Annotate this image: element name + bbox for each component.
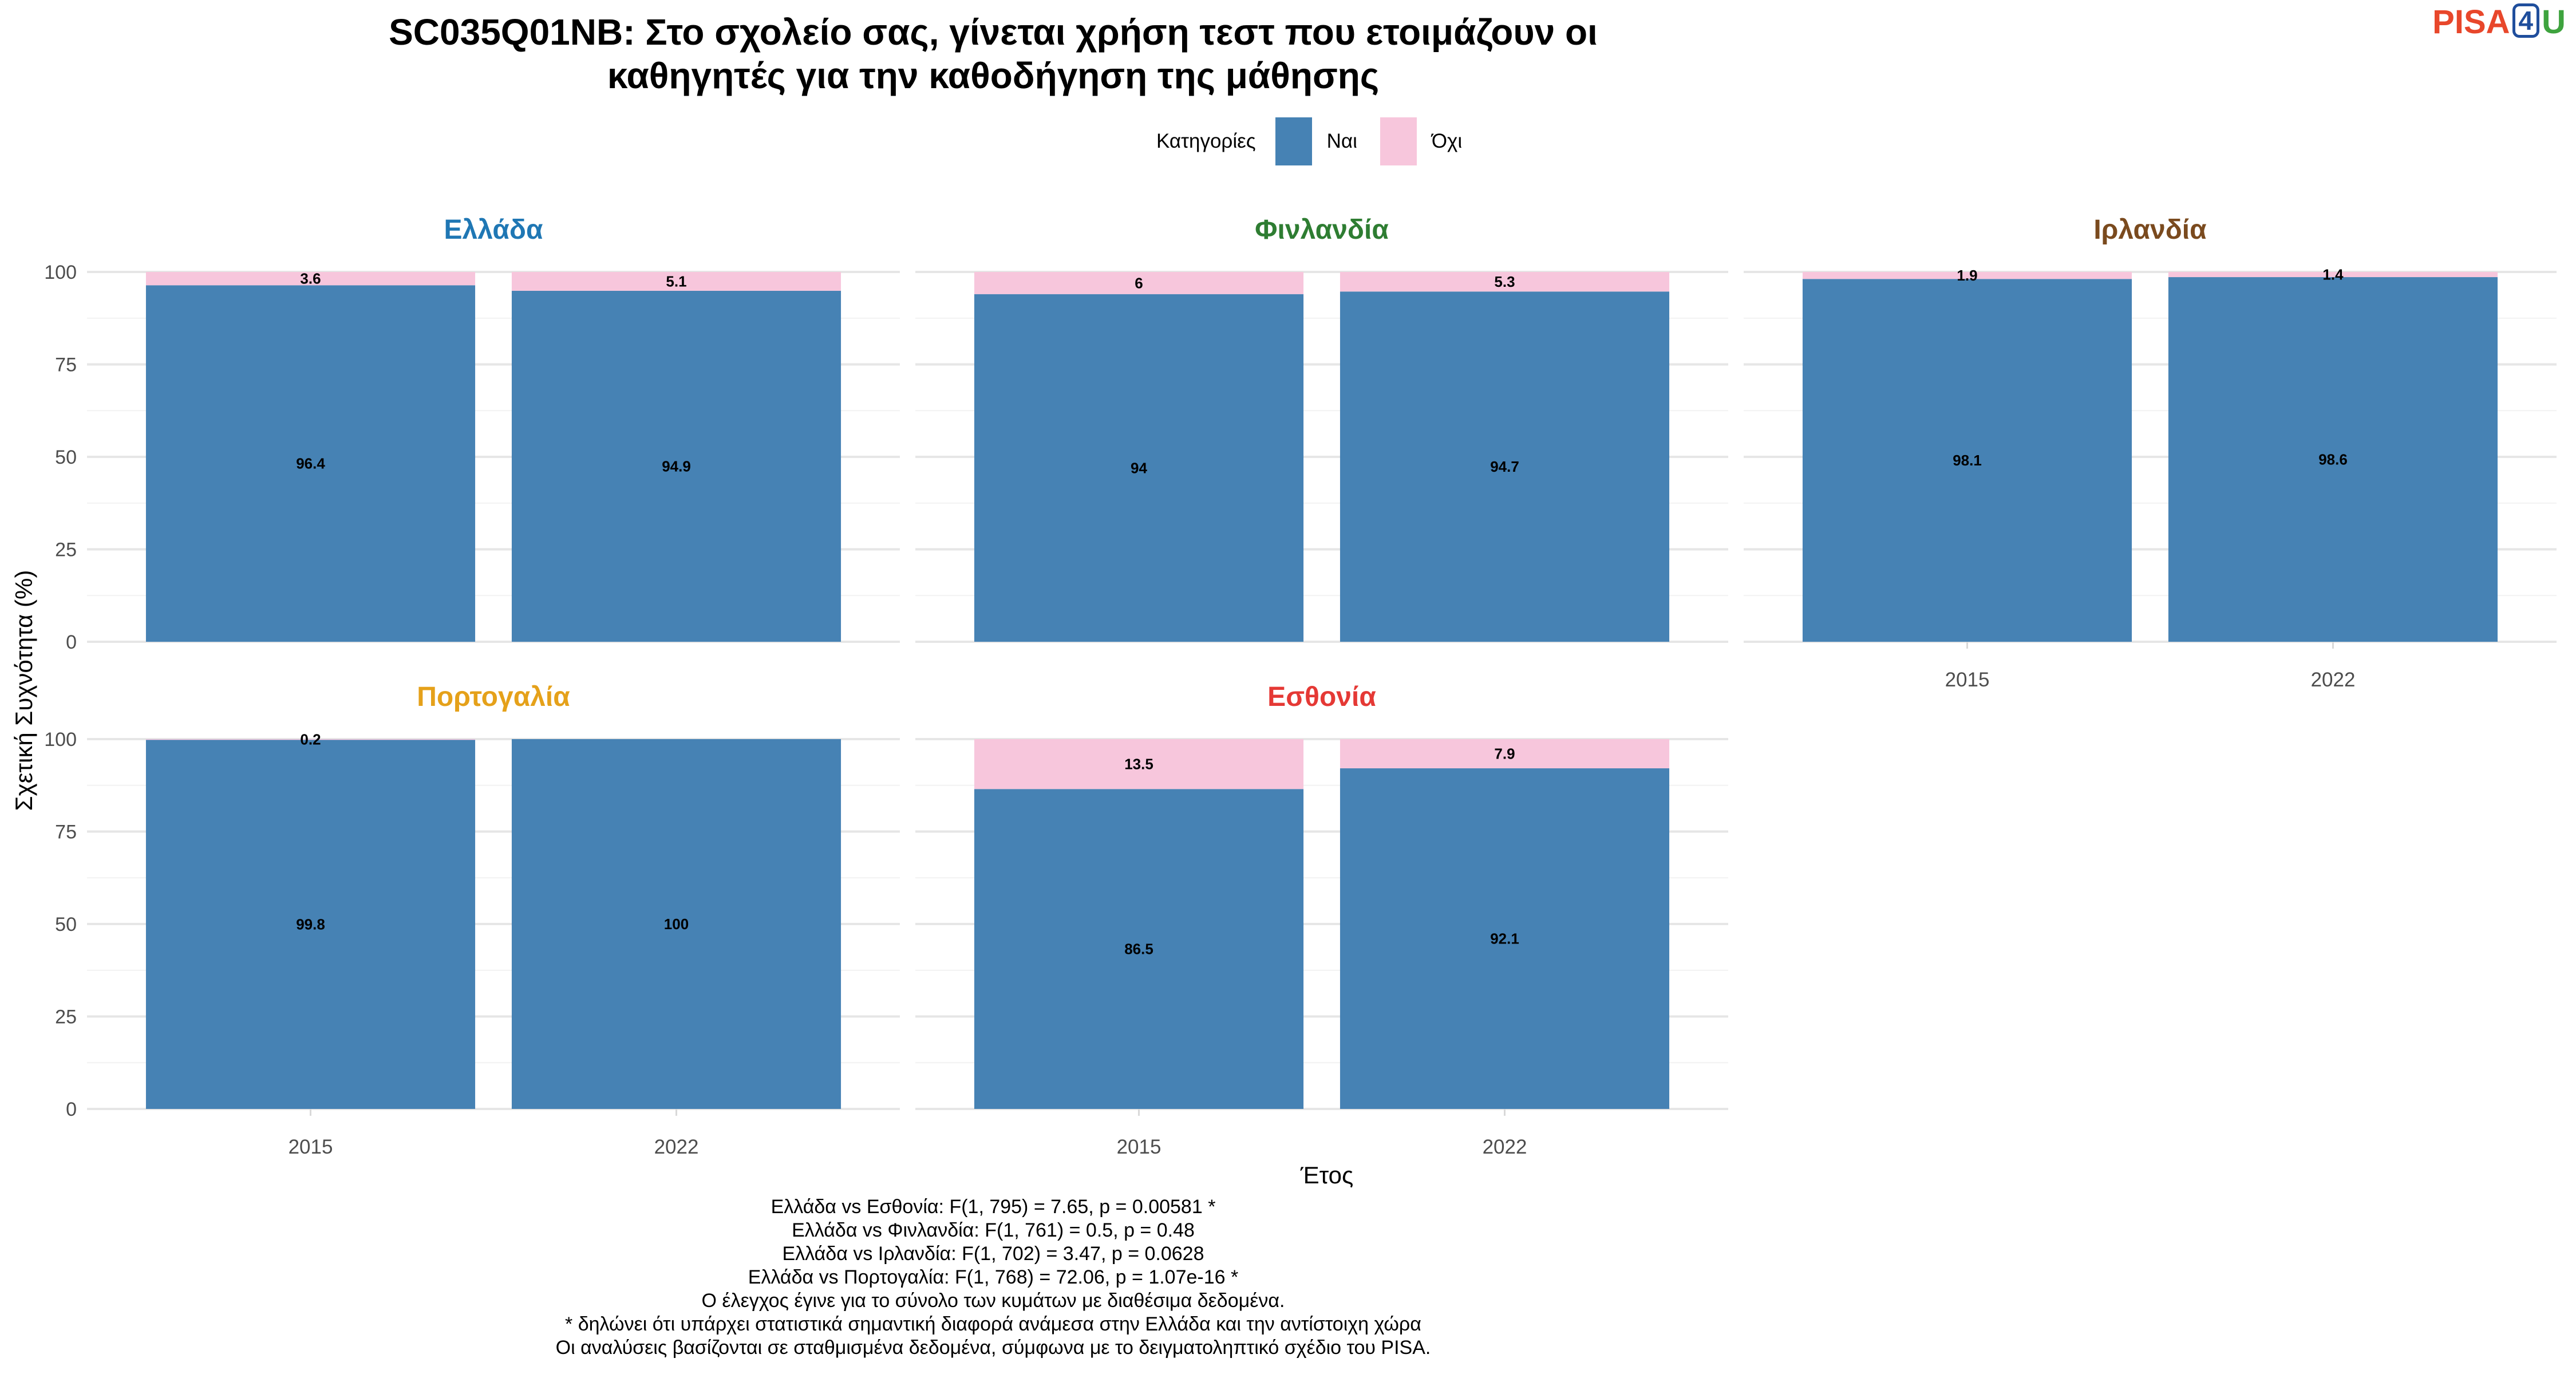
panel-title-πορτογαλία: Πορτογαλία	[417, 682, 570, 712]
footnote-line: Ελλάδα vs Εσθονία: F(1, 795) = 7.65, p =…	[771, 1196, 1216, 1218]
y-tick-label: 50	[55, 914, 77, 935]
footnote-line: * δηλώνει ότι υπάρχει στατιστικά σημαντι…	[565, 1313, 1421, 1335]
data-label-yes: 94.7	[1490, 458, 1519, 475]
data-label-no: 3.6	[300, 270, 321, 287]
x-tick-label: 2015	[1945, 669, 1990, 691]
data-label-no: 13.5	[1124, 756, 1153, 773]
y-tick-label: 75	[55, 822, 77, 843]
data-label-yes: 98.6	[2318, 451, 2348, 468]
legend-label-yes: Ναι	[1326, 130, 1357, 152]
y-tick-label: 25	[55, 539, 77, 561]
footnotes: Ελλάδα vs Εσθονία: F(1, 795) = 7.65, p =…	[0, 1195, 1986, 1360]
panel-title-ιρλανδία: Ιρλανδία	[2093, 215, 2207, 245]
x-tick-label: 2022	[654, 1136, 699, 1158]
data-label-yes: 92.1	[1490, 930, 1519, 947]
data-label-yes: 94	[1131, 459, 1147, 476]
data-label-no: 1.4	[2322, 266, 2344, 283]
footnote-line: Ελλάδα vs Πορτογαλία: F(1, 768) = 72.06,…	[748, 1266, 1239, 1288]
data-label-yes: 98.1	[1953, 452, 1982, 469]
legend-title: Κατηγορίες	[1156, 130, 1256, 152]
y-tick-label: 25	[55, 1006, 77, 1028]
y-tick-label: 100	[44, 262, 77, 283]
legend: Κατηγορίες Ναι Όχι	[1156, 117, 1485, 165]
data-label-yes: 99.8	[296, 916, 325, 933]
footnote-line: Ο έλεγχος έγινε για το σύνολο των κυμάτω…	[701, 1290, 1285, 1312]
data-label-yes: 100	[664, 915, 689, 933]
bar-no-φινλανδία-2022	[1340, 272, 1670, 292]
bar-no-εσθονία-2015	[974, 739, 1304, 789]
y-tick-label: 50	[55, 447, 77, 468]
bar-no-ελλάδα-2015	[145, 272, 476, 286]
bar-yes-φινλανδία-2015	[974, 294, 1304, 642]
bar-yes-πορτογαλία-2022	[511, 739, 841, 1109]
data-label-no: 7.9	[1494, 745, 1515, 763]
chart-title-line-2: καθηγητές για την καθοδήγηση της μάθησης	[607, 55, 1380, 96]
bar-no-εσθονία-2022	[1340, 739, 1670, 769]
data-label-no: 0.2	[300, 731, 321, 748]
bar-yes-ιρλανδία-2015	[1802, 279, 2132, 642]
bar-no-ελλάδα-2022	[511, 272, 841, 291]
bar-no-πορτογαλία-2015	[145, 739, 476, 740]
data-label-yes: 96.4	[296, 455, 325, 472]
bar-yes-πορτογαλία-2015	[145, 740, 476, 1109]
bar-no-ιρλανδία-2015	[1802, 272, 2132, 279]
bar-yes-ιρλανδία-2022	[2168, 277, 2498, 642]
footnote-line: Ελλάδα vs Φινλανδία: F(1, 761) = 0.5, p …	[792, 1219, 1195, 1241]
x-tick-label: 2015	[1117, 1136, 1161, 1158]
y-tick-label: 0	[66, 1099, 77, 1120]
data-label-no: 5.1	[666, 273, 686, 290]
bar-yes-φινλανδία-2022	[1340, 291, 1670, 642]
footnote-line: Ελλάδα vs Ιρλανδία: F(1, 702) = 3.47, p …	[782, 1243, 1204, 1265]
bar-yes-εσθονία-2015	[974, 789, 1304, 1109]
legend-label-no: Όχι	[1431, 130, 1463, 152]
bar-yes-ελλάδα-2022	[511, 290, 841, 642]
bar-no-φινλανδία-2015	[974, 272, 1304, 294]
legend-swatch-no	[1380, 117, 1417, 165]
bar-yes-ελλάδα-2015	[145, 285, 476, 642]
data-label-yes: 94.9	[662, 457, 691, 475]
data-label-no: 5.3	[1494, 273, 1515, 290]
logo-text-4: 4	[2512, 3, 2540, 38]
logo-text-u: U	[2542, 3, 2566, 41]
y-tick-label: 75	[55, 354, 77, 376]
pisa4u-logo: PISA 4 U	[2432, 2, 2566, 42]
panel-title-φινλανδία: Φινλανδία	[1255, 215, 1389, 245]
data-label-no: 6	[1135, 274, 1143, 291]
chart-title-line-1: SC035Q01NB: Στο σχολείο σας, γίνεται χρή…	[389, 11, 1598, 53]
data-label-yes: 86.5	[1124, 941, 1153, 958]
y-tick-label: 100	[44, 729, 77, 751]
panel-title-ελλάδα: Ελλάδα	[444, 215, 543, 245]
x-tick-label: 2022	[2311, 669, 2356, 691]
x-axis-title: Έτος	[1300, 1162, 1354, 1189]
bar-no-ιρλανδία-2022	[2168, 272, 2498, 278]
panel-title-εσθονία: Εσθονία	[1267, 682, 1376, 712]
bar-yes-εσθονία-2022	[1340, 768, 1670, 1109]
y-axis-title: Σχετική Συχνότητα (%)	[10, 570, 37, 811]
chart-title: SC035Q01NB: Στο σχολείο σας, γίνεται χρή…	[0, 10, 1986, 97]
footnote-line: Οι αναλύσεις βασίζονται σε σταθμισμένα δ…	[555, 1337, 1431, 1359]
y-tick-label: 0	[66, 631, 77, 653]
legend-swatch-yes	[1275, 117, 1312, 165]
x-tick-label: 2022	[1483, 1136, 1527, 1158]
x-tick-label: 2015	[289, 1136, 333, 1158]
logo-text-pisa: PISA	[2432, 3, 2510, 41]
data-label-no: 1.9	[1957, 267, 1977, 284]
